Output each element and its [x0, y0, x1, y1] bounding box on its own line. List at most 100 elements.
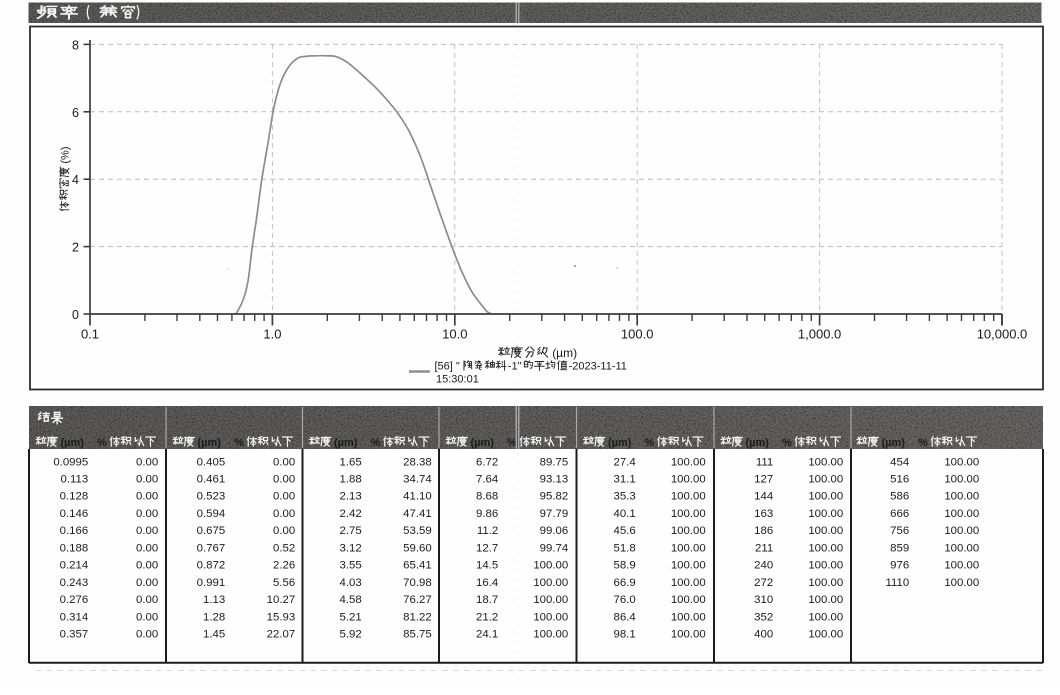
- svg-text:65.41: 65.41: [403, 560, 432, 572]
- svg-text:93.13: 93.13: [540, 474, 569, 486]
- svg-text:8: 8: [72, 38, 79, 52]
- svg-text:76.0: 76.0: [614, 594, 636, 606]
- svg-text:666: 666: [890, 508, 909, 520]
- svg-text:21.2: 21.2: [476, 611, 498, 623]
- svg-text:0.52: 0.52: [273, 542, 295, 554]
- svg-text:(µm): (µm): [552, 346, 577, 360]
- svg-text:70.98: 70.98: [403, 577, 432, 589]
- svg-text:8.68: 8.68: [476, 491, 498, 503]
- svg-text:100.00: 100.00: [671, 611, 706, 623]
- svg-text:100.00: 100.00: [671, 456, 706, 468]
- svg-text:163: 163: [754, 508, 773, 520]
- svg-text:1.65: 1.65: [340, 456, 362, 468]
- svg-text:58.9: 58.9: [614, 560, 636, 572]
- svg-text:310: 310: [754, 594, 773, 606]
- svg-text:(µm): (µm): [334, 437, 358, 449]
- svg-text:0.00: 0.00: [273, 525, 295, 537]
- svg-text:100.00: 100.00: [671, 560, 706, 572]
- svg-text:100.00: 100.00: [944, 456, 979, 468]
- svg-text:100.00: 100.00: [944, 560, 979, 572]
- svg-text:%: %: [234, 437, 244, 449]
- svg-text:1.45: 1.45: [203, 629, 225, 641]
- svg-text:53.59: 53.59: [403, 525, 432, 537]
- svg-text:0.00: 0.00: [136, 508, 158, 520]
- svg-text:0.00: 0.00: [136, 474, 158, 486]
- svg-text:1.13: 1.13: [203, 594, 225, 606]
- svg-text:111: 111: [756, 456, 773, 468]
- svg-text:100.00: 100.00: [671, 594, 706, 606]
- svg-text:100.00: 100.00: [808, 456, 843, 468]
- svg-text:0.314: 0.314: [60, 611, 89, 623]
- svg-text:9.86: 9.86: [476, 508, 498, 520]
- svg-text:(%): (%): [59, 146, 71, 163]
- svg-text:99.74: 99.74: [540, 542, 569, 554]
- svg-text:66.9: 66.9: [614, 577, 636, 589]
- svg-text:2.75: 2.75: [340, 525, 362, 537]
- svg-text:59.60: 59.60: [403, 542, 432, 554]
- svg-text:5.92: 5.92: [340, 629, 362, 641]
- svg-text:0.00: 0.00: [136, 577, 158, 589]
- svg-text:5.56: 5.56: [273, 577, 295, 589]
- svg-text:0.594: 0.594: [197, 508, 226, 520]
- svg-text:22.07: 22.07: [267, 629, 296, 641]
- svg-text:47.41: 47.41: [403, 508, 432, 520]
- svg-text:-2023-11-11: -2023-11-11: [569, 361, 627, 373]
- svg-text:31.1: 31.1: [614, 474, 636, 486]
- svg-text:859: 859: [890, 542, 909, 554]
- svg-text:100.00: 100.00: [944, 508, 979, 520]
- svg-text:2.13: 2.13: [340, 491, 362, 503]
- svg-text:%: %: [782, 437, 792, 449]
- svg-text:0.0995: 0.0995: [53, 456, 88, 468]
- svg-text:100.00: 100.00: [671, 474, 706, 486]
- svg-text:3.55: 3.55: [340, 560, 362, 572]
- svg-text:3.12: 3.12: [340, 542, 362, 554]
- svg-text:211: 211: [755, 542, 773, 554]
- svg-text:0.00: 0.00: [136, 594, 158, 606]
- svg-text:[56] ": [56] ": [435, 361, 460, 373]
- svg-text:0.243: 0.243: [60, 577, 89, 589]
- svg-text:100.00: 100.00: [808, 508, 843, 520]
- svg-text:%: %: [507, 437, 517, 449]
- svg-text:144: 144: [754, 491, 773, 503]
- svg-text:272: 272: [754, 577, 773, 589]
- svg-text:12.7: 12.7: [476, 542, 498, 554]
- svg-text:516: 516: [890, 474, 909, 486]
- svg-text:352: 352: [754, 611, 773, 623]
- svg-text:100.00: 100.00: [808, 611, 843, 623]
- svg-text:5.21: 5.21: [340, 611, 362, 623]
- svg-text:(µm): (µm): [608, 437, 632, 449]
- svg-text:15:30:01: 15:30:01: [436, 374, 479, 386]
- svg-text:100.00: 100.00: [671, 542, 706, 554]
- svg-text:7.64: 7.64: [476, 474, 498, 486]
- svg-text:0.00: 0.00: [136, 491, 158, 503]
- svg-text:%: %: [645, 437, 655, 449]
- svg-text:2.26: 2.26: [273, 560, 295, 572]
- svg-text:0.1: 0.1: [81, 327, 99, 342]
- svg-text:2: 2: [72, 241, 79, 255]
- svg-text:100.00: 100.00: [808, 491, 843, 503]
- svg-text:11.2: 11.2: [477, 525, 498, 537]
- svg-text:0.675: 0.675: [197, 525, 226, 537]
- svg-text:976: 976: [890, 560, 909, 572]
- svg-text:(µm): (µm): [882, 437, 906, 449]
- svg-text:0.357: 0.357: [60, 629, 89, 641]
- svg-text:0.188: 0.188: [60, 542, 89, 554]
- svg-text:0.00: 0.00: [273, 508, 295, 520]
- svg-text:89.75: 89.75: [540, 456, 569, 468]
- svg-text:%: %: [371, 437, 381, 449]
- svg-text:45.6: 45.6: [614, 525, 636, 537]
- svg-text:%: %: [97, 437, 107, 449]
- svg-text:100.00: 100.00: [808, 577, 843, 589]
- svg-text:1.88: 1.88: [340, 474, 362, 486]
- svg-text:100.00: 100.00: [944, 491, 979, 503]
- svg-text:-1": -1": [508, 361, 522, 373]
- svg-text:100.00: 100.00: [944, 542, 979, 554]
- svg-text:95.82: 95.82: [540, 491, 569, 503]
- svg-text:10.0: 10.0: [442, 327, 467, 342]
- svg-text:100.00: 100.00: [808, 629, 843, 641]
- svg-text:1.28: 1.28: [203, 611, 225, 623]
- svg-text:40.1: 40.1: [614, 508, 636, 520]
- svg-text:0.276: 0.276: [60, 594, 89, 606]
- svg-text:100.00: 100.00: [808, 525, 843, 537]
- svg-text:34.74: 34.74: [403, 474, 432, 486]
